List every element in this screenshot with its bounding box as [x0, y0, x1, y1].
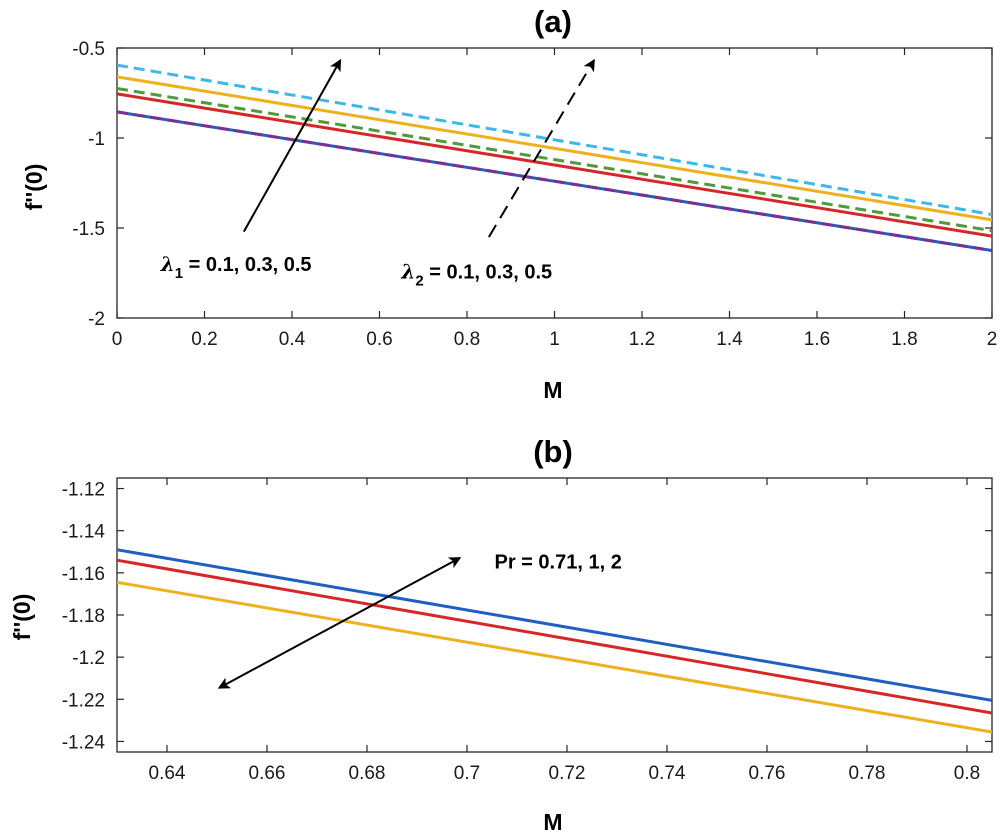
panel-a-x-tick-label: 0 — [112, 329, 123, 350]
panel-a-x-tick-label: 0.8 — [454, 329, 480, 350]
panel-a-y-tick-label: -1 — [88, 129, 105, 150]
panel-b: (b) 0.64 0.66 0.68 0.7 0.72 0.74 0.76 0.78 0.8 -1… — [9, 434, 993, 835]
panel-b-y-tick-label: -1.24 — [62, 732, 106, 753]
panel-b-x-tick-label: 0.8 — [954, 763, 980, 784]
panel-a-x-tick-label: 1.6 — [804, 329, 830, 350]
panel-a-x-tick-label: 1.2 — [629, 329, 655, 350]
panel-b-x-tick-label: 0.78 — [849, 763, 886, 784]
panel-a-series-line-5 — [117, 75, 992, 222]
panel-b-annotation-arrow-1 — [217, 557, 462, 689]
panel-b-y-tick-label: -1.16 — [62, 564, 105, 585]
panel-a-x-tick-label: 0.2 — [191, 329, 217, 350]
panel-a-x-tick-label: 1.8 — [891, 329, 917, 350]
panel-a-annotation-text-1: λ1 = 0.1, 0.3, 0.5 — [160, 252, 312, 282]
panel-b-x-tick-label: 0.76 — [749, 763, 786, 784]
panel-b-x-tick-label: 0.68 — [349, 763, 386, 784]
panel-b-x-tick-label: 0.74 — [649, 763, 686, 784]
panel-a-y-label: f''(0) — [21, 164, 47, 211]
panel-a-annotation-text-2: λ2 = 0.1, 0.3, 0.5 — [400, 259, 552, 289]
panel-a-y-tick-label: -2 — [88, 309, 105, 330]
panel-b-y-tick-label: -1.22 — [62, 690, 105, 711]
panel-a-x-tick-label: 0.6 — [366, 329, 392, 350]
panel-b-y-tick-label: -1.12 — [62, 480, 105, 501]
panel-b-title: (b) — [533, 434, 573, 469]
panel-a-series-line-6 — [117, 63, 992, 216]
panel-a-annotation-arrow-1 — [243, 58, 342, 233]
panel-b-annotation-values: Pr = 0.71, 1, 2 — [495, 552, 622, 574]
panel-b-y-label: f''(0) — [9, 594, 35, 641]
panel-a-annotation-values: = 0.1, 0.3, 0.5 — [183, 254, 311, 276]
panel-a-annotation-symbol: λ — [400, 259, 415, 283]
panel-b-x-tick-label: 0.72 — [549, 763, 586, 784]
panel-b-y-tick-label: -1.14 — [62, 522, 106, 543]
panel-b-annotation-text-1: Pr = 0.71, 1, 2 — [495, 552, 622, 574]
panel-a-annotation-symbol: λ — [160, 252, 175, 276]
panel-b-x-label: M — [543, 809, 562, 835]
panel-a-x-tick-label: 1 — [549, 329, 560, 350]
panel-b-x-tick-label: 0.7 — [454, 763, 480, 784]
panel-a-annotation-subscript: 2 — [415, 272, 423, 289]
panel-a-annotation-arrow-2 — [488, 58, 595, 238]
panel-b-plot-area: 0.64 0.66 0.68 0.7 0.72 0.74 0.76 0.78 0.8 -1.24 -… — [62, 477, 993, 784]
panel-a-x-tick-label: 1.4 — [716, 329, 743, 350]
panel-b-x-tick-label: 0.66 — [249, 763, 286, 784]
panel-a-series-line-3 — [117, 92, 992, 238]
panel-a-y-tick-label: -0.5 — [72, 39, 105, 60]
panel-b-series-line-2 — [117, 558, 992, 715]
panel-a: (a) 0 0.2 0.4 0.6 0.8 1 1.2 1.4 1.6 1.8 2 -2 -1.5 -1 -… — [21, 4, 997, 403]
panel-a-x-tick-label: 0.4 — [279, 329, 306, 350]
panel-b-series-line-3 — [117, 580, 992, 734]
panel-a-annotation-values: = 0.1, 0.3, 0.5 — [424, 261, 552, 283]
panel-a-x-label: M — [543, 377, 562, 403]
panel-b-y-tick-label: -1.2 — [72, 648, 105, 669]
panel-a-axes-box — [116, 47, 993, 319]
panel-a-x-tick-label: 2 — [987, 329, 998, 350]
panel-a-plot-area: 0 0.2 0.4 0.6 0.8 1 1.2 1.4 1.6 1.8 2 -2 -1.5 -1 -0.5 λ… — [72, 39, 997, 350]
panel-b-y-tick-label: -1.18 — [62, 606, 105, 627]
panel-a-series-line-2 — [117, 110, 992, 252]
panel-a-series-line-4 — [117, 87, 992, 233]
panel-a-annotation-subscript: 1 — [175, 265, 183, 282]
panel-a-y-tick-label: -1.5 — [72, 219, 105, 240]
panel-b-x-tick-label: 0.64 — [149, 763, 186, 784]
panel-a-title: (a) — [534, 4, 572, 39]
